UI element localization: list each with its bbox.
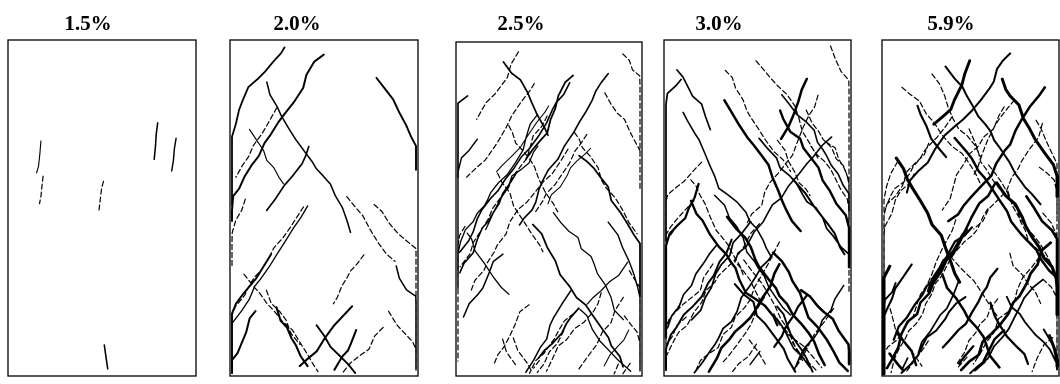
crack bbox=[498, 173, 543, 252]
crack bbox=[154, 123, 158, 159]
panel-label: 2.0% bbox=[273, 11, 320, 35]
panel-frame bbox=[8, 40, 196, 376]
crack bbox=[781, 79, 807, 139]
crack bbox=[236, 108, 277, 178]
crack bbox=[537, 331, 564, 373]
crack bbox=[587, 262, 628, 304]
crack bbox=[677, 70, 710, 130]
crack-patterns: 1.5% 2.0% 2.5% 3.0% 5.9% bbox=[0, 0, 1060, 379]
crack bbox=[37, 141, 41, 173]
crack bbox=[666, 264, 713, 367]
panel-frame bbox=[456, 42, 642, 376]
panel-label: 3.0% bbox=[695, 11, 742, 35]
crack bbox=[902, 297, 966, 373]
crack bbox=[535, 135, 587, 213]
crack bbox=[477, 52, 519, 120]
crack bbox=[955, 138, 1057, 286]
crack bbox=[389, 311, 417, 370]
crack bbox=[232, 311, 256, 373]
panel-label: 2.5% bbox=[497, 11, 544, 35]
crack bbox=[467, 84, 535, 178]
crack bbox=[973, 250, 1043, 364]
crack bbox=[172, 138, 176, 171]
crack bbox=[503, 339, 517, 366]
crack bbox=[969, 129, 999, 189]
crack bbox=[605, 93, 640, 151]
crack bbox=[666, 201, 694, 306]
crack bbox=[458, 139, 477, 288]
crack bbox=[884, 143, 929, 282]
crack bbox=[886, 117, 952, 208]
crack bbox=[902, 87, 981, 184]
crack bbox=[464, 254, 503, 317]
crack bbox=[907, 341, 929, 371]
crack bbox=[683, 112, 772, 257]
crack bbox=[232, 199, 245, 267]
crack bbox=[533, 225, 623, 367]
crack bbox=[666, 240, 732, 371]
crack bbox=[486, 146, 538, 230]
crack bbox=[250, 129, 284, 183]
crack bbox=[1032, 338, 1053, 372]
panel-frame bbox=[664, 40, 851, 376]
crack bbox=[811, 146, 849, 292]
crack bbox=[99, 181, 104, 210]
crack bbox=[666, 303, 681, 368]
crack bbox=[494, 305, 529, 364]
crack bbox=[801, 290, 849, 364]
panel: 5.9% bbox=[882, 11, 1059, 376]
panel-label: 5.9% bbox=[927, 11, 974, 35]
crack bbox=[1007, 297, 1057, 369]
panel-frame bbox=[882, 40, 1059, 376]
crack bbox=[756, 61, 818, 159]
crack bbox=[548, 148, 591, 204]
crack bbox=[104, 345, 107, 369]
crack bbox=[458, 115, 538, 271]
panel: 1.5% bbox=[8, 11, 196, 376]
crack bbox=[624, 316, 640, 369]
crack bbox=[1002, 79, 1057, 196]
crack bbox=[547, 293, 602, 371]
crack bbox=[232, 207, 304, 322]
panel-label: 1.5% bbox=[64, 11, 111, 35]
crack bbox=[244, 274, 318, 372]
crack bbox=[347, 197, 395, 262]
crack bbox=[513, 338, 531, 371]
crack bbox=[724, 100, 800, 231]
crack bbox=[334, 330, 356, 370]
panel: 3.0% bbox=[664, 11, 851, 376]
crack bbox=[40, 176, 44, 204]
crack bbox=[733, 344, 757, 371]
crack bbox=[725, 70, 790, 171]
panel: 2.5% bbox=[456, 11, 642, 376]
crack bbox=[267, 82, 351, 232]
crack bbox=[300, 306, 352, 366]
panel-frame bbox=[230, 40, 418, 376]
crack bbox=[266, 290, 300, 344]
crack bbox=[539, 308, 579, 358]
crack bbox=[460, 83, 570, 253]
crack bbox=[666, 80, 681, 242]
crack bbox=[267, 147, 309, 211]
crack bbox=[666, 162, 702, 254]
crack bbox=[396, 266, 416, 369]
crack bbox=[333, 255, 364, 304]
crack bbox=[579, 156, 640, 297]
crack bbox=[377, 78, 417, 170]
crack bbox=[503, 62, 548, 135]
crack bbox=[614, 364, 618, 374]
crack bbox=[277, 307, 308, 366]
panel: 2.0% bbox=[230, 11, 418, 376]
